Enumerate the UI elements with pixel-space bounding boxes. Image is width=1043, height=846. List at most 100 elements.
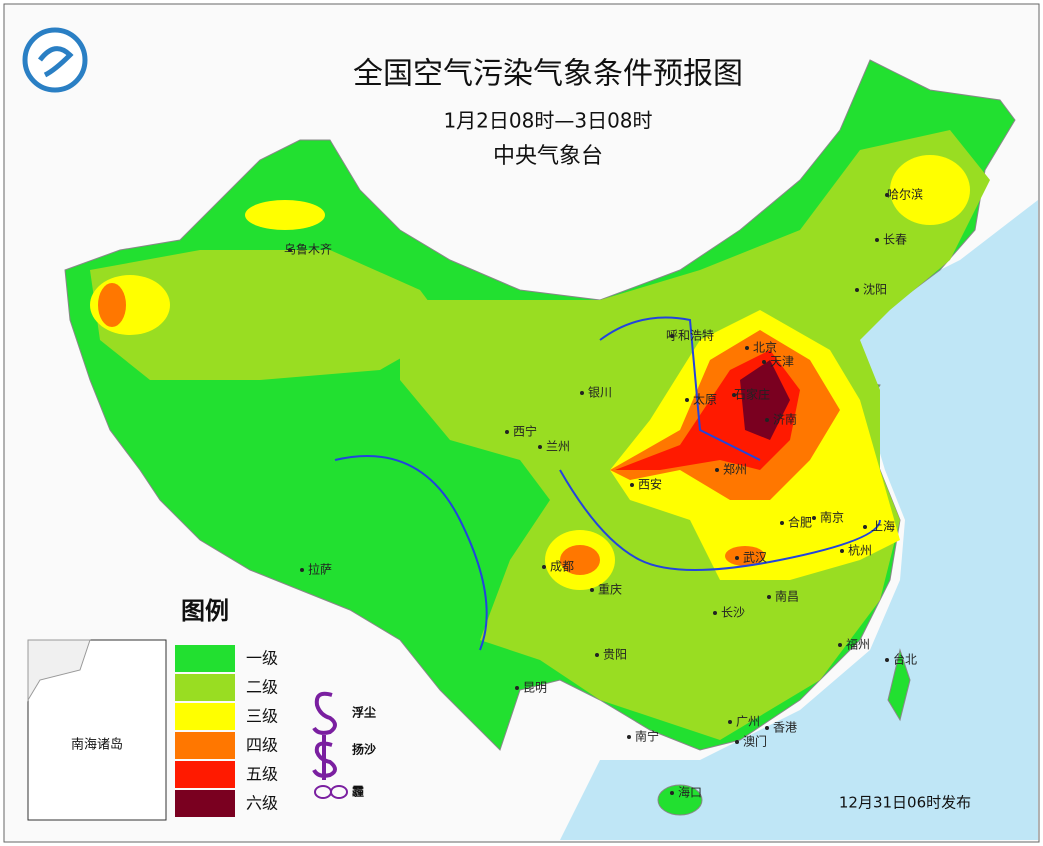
legend-label: 六级: [246, 794, 278, 813]
city-dot: [885, 193, 889, 197]
city-label: 沈阳: [863, 282, 887, 297]
legend-swatch: [175, 732, 235, 759]
sea: [560, 200, 1038, 840]
city-dot: [762, 360, 766, 364]
city-label: 济南: [773, 412, 797, 427]
pollution-zones: [90, 130, 990, 740]
logo: [22, 27, 88, 93]
city-label: 天津: [770, 355, 794, 369]
city-dot: [630, 483, 634, 487]
city-dot: [745, 346, 749, 350]
legend-label: 二级: [246, 678, 278, 697]
city-dot: [838, 643, 842, 647]
city-dot: [812, 516, 816, 520]
symbol-label: 霾: [352, 785, 364, 799]
zone-level2: [90, 250, 450, 380]
city-dot: [685, 398, 689, 402]
dust-symbol: [312, 691, 337, 735]
city-dot: [863, 525, 867, 529]
city-label: 福州: [846, 637, 870, 652]
city-label: 南京: [820, 510, 844, 525]
city-dot: [875, 238, 879, 242]
inset: 南海诸岛: [27, 639, 167, 821]
zone-level6: [740, 360, 790, 440]
city-dot: [780, 521, 784, 525]
city-label: 武汉: [743, 551, 767, 565]
zone-level3: [890, 155, 970, 225]
symbol-label: 浮尘: [352, 705, 376, 720]
city-label: 西安: [638, 477, 662, 492]
city-label: 成都: [550, 560, 574, 574]
city-label: 呼和浩特: [666, 328, 714, 343]
city-label: 石家庄: [734, 387, 770, 402]
city-dot: [767, 595, 771, 599]
city-label: 南宁: [635, 729, 659, 744]
city-label: 重庆: [598, 583, 622, 597]
city-label: 贵阳: [603, 648, 627, 662]
city-label: 杭州: [848, 543, 872, 558]
zone-level4: [560, 545, 600, 575]
legend-label: 三级: [246, 707, 278, 726]
legend-swatch: [175, 761, 235, 788]
city-label: 乌鲁木齐: [284, 242, 332, 257]
legend-swatch: [175, 790, 235, 817]
legend-title: 图例: [181, 597, 229, 625]
logo-ring: [22, 27, 88, 93]
legend-swatch: [175, 674, 235, 701]
city-dot: [840, 549, 844, 553]
city-label: 澳门: [743, 734, 767, 749]
city-label: 广州: [736, 715, 760, 729]
hainan: [657, 784, 703, 816]
city-label: 西宁: [513, 424, 537, 439]
rivers: [334, 316, 881, 651]
city-dot: [590, 588, 594, 592]
city-dot: [595, 653, 599, 657]
city-label: 长春: [883, 233, 907, 247]
issued-time: 12月31日06时发布: [839, 794, 971, 812]
city-dot: [732, 393, 736, 397]
taiwan: [887, 648, 911, 722]
legend-label: 一级: [246, 649, 278, 668]
city-dot: [855, 288, 859, 292]
city-dot: [765, 418, 769, 422]
city-label: 香港: [773, 721, 797, 735]
city-dot: [735, 556, 739, 560]
zone-level4: [98, 283, 126, 327]
city-label: 长沙: [721, 606, 745, 620]
city-label: 上海: [871, 519, 895, 534]
city-label: 拉萨: [308, 562, 332, 577]
city-label: 昆明: [523, 681, 547, 695]
city-dot: [580, 391, 584, 395]
inset-coast: [27, 639, 91, 702]
city-dot: [765, 726, 769, 730]
symbols: [312, 691, 348, 799]
inset-label: 南海诸岛: [71, 737, 123, 753]
symbol-label: 扬沙: [352, 742, 376, 757]
legend-label: 四级: [246, 736, 278, 755]
city-label: 海口: [678, 785, 702, 800]
city-dot: [542, 565, 546, 569]
city-label: 郑州: [723, 462, 747, 477]
city-dot: [300, 568, 304, 572]
legend-swatch: [175, 703, 235, 730]
title: 全国空气污染气象条件预报图: [353, 57, 743, 92]
city-dot: [288, 248, 292, 252]
city-dot: [735, 740, 739, 744]
city-label: 太原: [693, 392, 717, 407]
city-label: 兰州: [546, 440, 570, 454]
city-dot: [715, 468, 719, 472]
haze-symbol: [330, 785, 348, 799]
zone-level4: [725, 546, 765, 566]
city-dot: [515, 686, 519, 690]
zone-level3: [245, 200, 325, 230]
city-dot: [538, 445, 542, 449]
sand-symbol: [312, 735, 337, 780]
city-dot: [670, 791, 674, 795]
city-label: 南昌: [775, 589, 799, 604]
city-label: 北京: [753, 341, 777, 355]
city-dot: [670, 334, 674, 338]
city-label: 银川: [588, 386, 612, 400]
logo-mark: [38, 46, 74, 78]
period: 1月2日08时—3日08时: [443, 109, 652, 133]
legend-label: 五级: [246, 765, 278, 784]
